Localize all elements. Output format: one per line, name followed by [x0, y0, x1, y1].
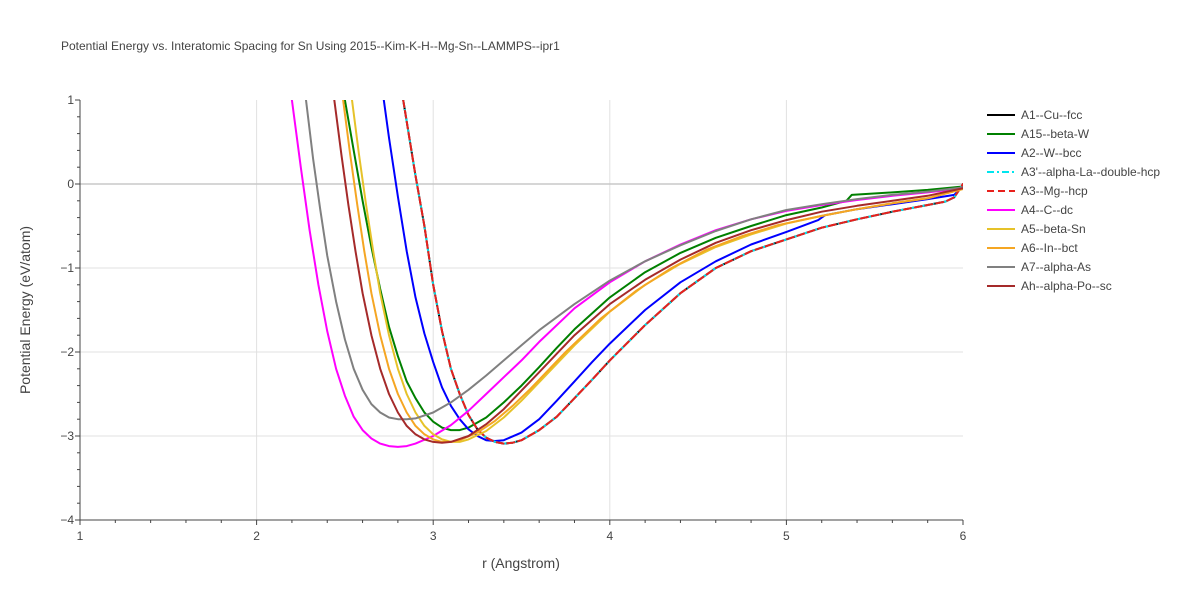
- legend-item-label[interactable]: Ah--alpha-Po--sc: [1021, 279, 1112, 293]
- x-tick-label: 1: [77, 529, 84, 543]
- legend-item-label[interactable]: A7--alpha-As: [1021, 260, 1091, 274]
- series-line-4: [402, 100, 963, 445]
- legend: A1--Cu--fcc A15--beta-W A2--W--bcc A3'--alp…: [987, 108, 1160, 293]
- y-tick-label: −1: [60, 261, 74, 275]
- x-tick-label: 5: [783, 529, 790, 543]
- legend-item-label[interactable]: A3--Mg--hcp: [1021, 184, 1088, 198]
- x-tick-label: 6: [960, 529, 967, 543]
- legend-item-label[interactable]: A5--beta-Sn: [1021, 222, 1086, 236]
- series-line-7: [342, 100, 963, 443]
- y-axis-title: Potential Energy (eV/atom): [17, 226, 33, 394]
- y-tick-label: −3: [60, 429, 74, 443]
- axes: 1 2 3 4 5 6 1 0 −1 −2 −3 −4: [60, 93, 966, 543]
- series-layer: [290, 100, 963, 448]
- series-line-1: [343, 100, 963, 432]
- x-axis-title: r (Angstrom): [482, 555, 560, 571]
- grid: [80, 100, 963, 520]
- series-line-2: [382, 100, 963, 442]
- x-tick-label: 4: [606, 529, 613, 543]
- legend-item-label[interactable]: A1--Cu--fcc: [1021, 108, 1082, 122]
- y-tick-label: 0: [67, 177, 74, 191]
- legend-item-label[interactable]: A6--In--bct: [1021, 241, 1078, 255]
- series-line-8: [305, 100, 963, 421]
- x-tick-label: 3: [430, 529, 437, 543]
- legend-item-label[interactable]: A3'--alpha-La--double-hcp: [1021, 165, 1160, 179]
- legend-item-label[interactable]: A15--beta-W: [1021, 127, 1090, 141]
- series-line-5: [290, 100, 963, 448]
- series-line-9: [333, 100, 963, 444]
- legend-item-label[interactable]: A2--W--bcc: [1021, 146, 1081, 160]
- y-tick-label: −2: [60, 345, 74, 359]
- x-tick-label: 2: [253, 529, 260, 543]
- chart-title: Potential Energy vs. Interatomic Spacing…: [61, 39, 560, 53]
- legend-item-label[interactable]: A4--C--dc: [1021, 203, 1073, 217]
- y-tick-label: 1: [67, 93, 74, 107]
- y-tick-label: −4: [60, 513, 74, 527]
